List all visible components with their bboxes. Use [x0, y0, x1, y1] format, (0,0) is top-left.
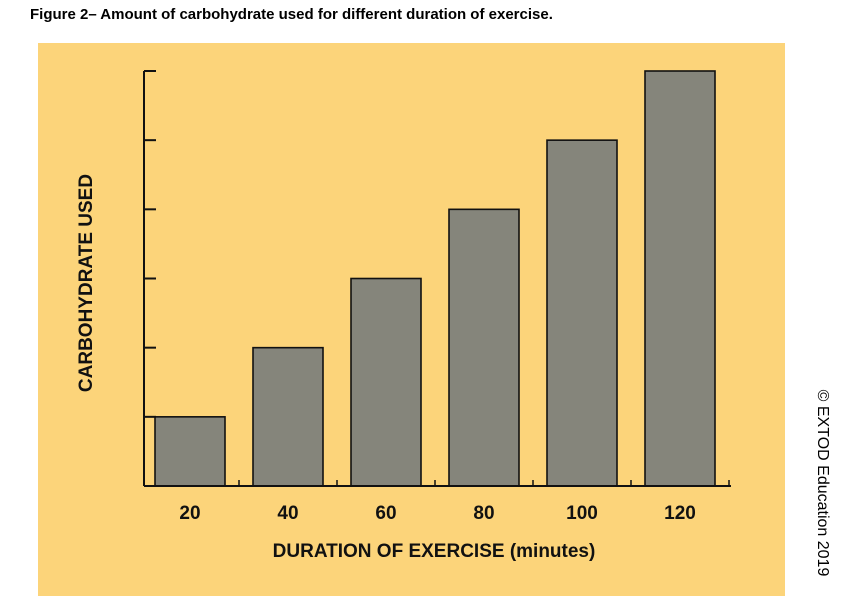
x-axis-label: DURATION OF EXERCISE (minutes)	[273, 541, 596, 562]
x-tick-label-40: 40	[277, 503, 298, 524]
figure-title: Figure 2– Amount of carbohydrate used fo…	[30, 6, 553, 23]
x-tick-label-100: 100	[566, 503, 598, 524]
y-axis-label: CARBOHYDRATE USED	[76, 174, 97, 392]
copyright-notice: © EXTOD Education 2019	[814, 389, 831, 577]
bar-20	[154, 416, 226, 487]
bar-60	[350, 277, 422, 487]
bar-120	[644, 70, 716, 487]
x-tick-label-20: 20	[179, 503, 200, 524]
x-tick-label-120: 120	[664, 503, 696, 524]
x-tick-label-80: 80	[473, 503, 494, 524]
bar-100	[546, 139, 618, 487]
bar-40	[252, 346, 324, 487]
x-tick-label-60: 60	[375, 503, 396, 524]
bar-80	[448, 208, 520, 487]
